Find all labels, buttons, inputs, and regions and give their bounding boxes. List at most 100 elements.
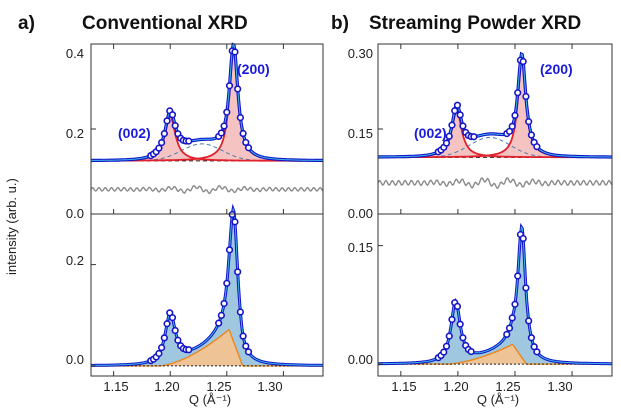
peak-label-b-200: (200) — [540, 61, 573, 77]
b_top-data-point-162 — [522, 92, 530, 101]
b_top-data-point-81 — [448, 121, 456, 129]
a_top-data-point-81 — [160, 130, 168, 138]
y-tick-label-a-top-1: 0.2 — [66, 126, 84, 141]
b_top-data-point-84 — [451, 107, 459, 115]
a_bottom-frame — [90, 213, 324, 377]
b_bottom-data-point-87 — [453, 302, 462, 311]
b_bottom-data-point-174 — [533, 348, 541, 356]
peak-label-a-200: (200) — [237, 61, 270, 77]
b_top-data-point-168 — [527, 131, 536, 139]
a_bottom-data-point-147 — [220, 299, 228, 308]
a_top-data-point-108 — [185, 137, 193, 145]
x-tick-label-a-2: 1.25 — [206, 379, 231, 394]
a_top-data-line — [91, 42, 323, 163]
b_top-data-point-78 — [445, 132, 453, 140]
peak-label-b-002: (002) — [414, 125, 447, 141]
panel-a-letter: a) — [18, 13, 35, 34]
a_bottom-data-point-153 — [225, 246, 234, 254]
a_bottom-data-point-171 — [242, 342, 250, 350]
b_top-data-point-93 — [459, 122, 467, 130]
x-axis-label-a: Q (Å⁻¹) — [189, 392, 231, 407]
a_bottom-data-point-156 — [228, 210, 236, 219]
b_bottom-data-point-162 — [522, 284, 530, 292]
x-tick-label-b-3: 1.30 — [547, 379, 572, 394]
x-axis-label-b: Q (Å⁻¹) — [477, 392, 519, 407]
a_top-data-point-153 — [225, 82, 234, 90]
a_top-data-point-150 — [223, 108, 231, 116]
b_bottom-data-point-147 — [508, 314, 516, 322]
a_bottom-data-point-90 — [168, 314, 177, 322]
x-tick-label-a-0: 1.15 — [103, 379, 128, 394]
a_bottom-shoulder-fill — [91, 329, 323, 366]
y-tick-label-b-top-1: 0.15 — [348, 126, 373, 141]
a_top-data-point-165 — [236, 113, 244, 122]
panel-b-letter: b) — [331, 13, 349, 34]
y-tick-label-a-bot-0: 0.0 — [66, 352, 84, 367]
b_top-data-point-153 — [514, 89, 522, 97]
b_bottom-data-point-168 — [527, 334, 536, 342]
b_top-subpeak-line-1 — [378, 59, 612, 159]
b_bottom-data-point-141 — [503, 330, 511, 339]
a_top-subpeak-line-1 — [91, 49, 323, 162]
b_top-data-point-87 — [453, 101, 462, 109]
y-tick-label-b-bot-0: 0.00 — [348, 352, 373, 367]
a_bottom-data-point-165 — [236, 308, 244, 316]
b_top-data-line — [378, 51, 612, 159]
b_top-data-point-105 — [470, 133, 478, 141]
a_bottom-data-point-174 — [244, 348, 253, 356]
b_top-data-point-75 — [442, 139, 451, 147]
a_bottom-data-point-168 — [239, 332, 247, 340]
a_top-peak-fill-1 — [91, 50, 323, 161]
b_bottom-data-point-78 — [445, 332, 453, 340]
a_bottom-data-point-75 — [155, 349, 163, 358]
b_top-residual-line — [377, 177, 613, 190]
a_top-fit-line — [91, 43, 323, 161]
y-tick-label-a-top-0: 0.0 — [66, 206, 84, 221]
b_bottom-data-point-72 — [440, 348, 448, 356]
y-tick-label-a-top-2: 0.4 — [66, 46, 84, 61]
b_bottom-fit-line — [378, 225, 612, 365]
a_bottom-data-point-84 — [163, 320, 171, 328]
x-tick-label-a-3: 1.30 — [257, 379, 282, 394]
b_bottom-data-point-159 — [519, 234, 527, 243]
b_bottom-data-point-102 — [467, 347, 475, 356]
a_bottom-fit-line — [91, 207, 323, 366]
a_top-data-point-90 — [168, 111, 177, 119]
a_bottom-data-point-93 — [171, 326, 179, 335]
b_top-peak-fill-1 — [378, 60, 612, 158]
y-tick-label-a-bot-1: 0.2 — [66, 253, 84, 268]
y-tick-label-b-top-0: 0.00 — [348, 206, 373, 221]
x-tick-label-a-1: 1.20 — [154, 379, 179, 394]
a_top-data-point-75 — [155, 144, 163, 152]
y-axis-label: intensity (arb. u.) — [4, 178, 19, 275]
b_bottom-data-point-90 — [456, 320, 464, 328]
b_bottom-data-point-153 — [514, 272, 522, 280]
x-tick-label-b-2: 1.25 — [495, 379, 520, 394]
b_bottom-data-point-144 — [505, 324, 514, 332]
a_top-data-point-174 — [244, 144, 253, 152]
b_bottom-total-fill — [378, 227, 612, 365]
x-tick-label-b-1: 1.20 — [443, 379, 468, 394]
b_top-data-point-90 — [456, 111, 464, 119]
a_top-residual-line — [90, 184, 324, 195]
a_top-data-point-159 — [231, 48, 239, 56]
b_top-data-point-159 — [519, 57, 527, 66]
b_bottom-data-point-81 — [448, 315, 456, 324]
a_bottom-data-point-162 — [234, 268, 242, 276]
a_bottom-data-point-150 — [223, 279, 231, 287]
y-tick-label-b-top-2: 0.30 — [348, 46, 373, 61]
b_bottom-frame — [377, 213, 613, 377]
b_top-data-point-165 — [525, 118, 533, 126]
a_bottom-data-point-81 — [160, 334, 168, 342]
a_top-data-point-78 — [158, 138, 166, 147]
b_bottom-data-point-93 — [459, 334, 467, 342]
a_bottom-data-line — [91, 203, 323, 367]
a_top-data-point-168 — [239, 129, 247, 138]
panel-b-title: Streaming Powder XRD — [369, 13, 581, 34]
b_top-data-point-150 — [511, 111, 519, 120]
b_bottom-data-point-165 — [525, 317, 533, 325]
b_bottom-shoulder-fill — [378, 344, 612, 365]
a_top-data-point-93 — [171, 122, 179, 130]
a_top-data-point-144 — [217, 129, 225, 137]
